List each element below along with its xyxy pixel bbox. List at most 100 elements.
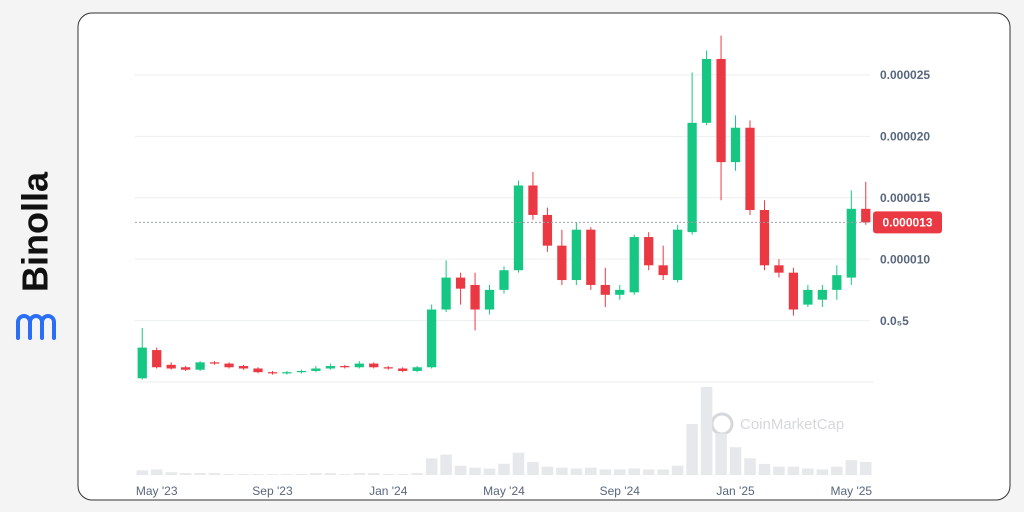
candle-body bbox=[542, 214, 553, 246]
candle-body bbox=[282, 372, 292, 374]
y-tick-label: 0.000025 bbox=[880, 68, 930, 82]
candle-body bbox=[730, 127, 741, 163]
logo-mark bbox=[16, 314, 56, 340]
volume-bar bbox=[339, 474, 351, 475]
candle-body bbox=[455, 277, 466, 289]
candle-body bbox=[195, 362, 205, 370]
volume-bar bbox=[831, 466, 843, 475]
volume-bar bbox=[353, 473, 366, 475]
volume-bar bbox=[165, 472, 177, 475]
candle-body bbox=[238, 366, 249, 369]
candle-body bbox=[253, 368, 263, 373]
candle-body bbox=[687, 122, 697, 233]
volume-bar bbox=[570, 468, 583, 475]
candle-body bbox=[600, 284, 610, 295]
volume-bar bbox=[179, 473, 192, 475]
volume-bar bbox=[556, 467, 568, 475]
volume-bar bbox=[642, 469, 655, 475]
x-tick-label: Sep '24 bbox=[600, 484, 641, 498]
volume-bar bbox=[859, 462, 872, 475]
volume-bar bbox=[295, 474, 308, 475]
candle-body bbox=[325, 366, 335, 369]
x-tick-label: Jan '25 bbox=[716, 484, 755, 498]
volume-bar bbox=[136, 470, 149, 475]
candle-body bbox=[166, 364, 176, 369]
volume-bar bbox=[310, 473, 322, 475]
candle-body bbox=[557, 245, 567, 281]
candle-body bbox=[817, 289, 827, 300]
candle-body bbox=[673, 229, 683, 281]
candle-body bbox=[803, 289, 813, 305]
volume-bar bbox=[541, 466, 554, 475]
volume-bar bbox=[498, 463, 510, 475]
volume-bar bbox=[440, 454, 452, 475]
volume-bar bbox=[396, 474, 409, 475]
candle-body bbox=[224, 363, 234, 368]
candle-body bbox=[354, 363, 364, 368]
volume-bar bbox=[657, 469, 669, 475]
volume-bar bbox=[599, 469, 612, 475]
chart-card bbox=[77, 12, 1011, 501]
volume-bar bbox=[367, 473, 380, 475]
candle-body bbox=[832, 275, 842, 290]
candle-body bbox=[267, 372, 278, 374]
volume-bar bbox=[454, 465, 467, 475]
candle-body bbox=[759, 210, 770, 266]
candle-body bbox=[209, 362, 220, 364]
volume-bar bbox=[744, 458, 756, 475]
candle-body bbox=[586, 229, 596, 285]
candle-body bbox=[499, 270, 509, 290]
current-price-badge bbox=[873, 211, 942, 234]
volume-bar bbox=[512, 452, 525, 475]
candle-body bbox=[658, 265, 668, 276]
volume-bar bbox=[686, 424, 698, 475]
candle-body bbox=[615, 289, 625, 295]
volume-bar bbox=[787, 466, 800, 475]
candle-body bbox=[427, 309, 437, 368]
volume-bar bbox=[237, 474, 250, 475]
x-tick-label: May '23 bbox=[136, 484, 178, 498]
volume-bar bbox=[425, 458, 438, 475]
candle-body bbox=[861, 208, 871, 223]
volume-bar bbox=[194, 473, 206, 475]
volume-bar bbox=[628, 468, 641, 475]
x-tick-label: Jan '24 bbox=[369, 484, 408, 498]
candle-body bbox=[340, 366, 350, 368]
candle-body bbox=[383, 367, 393, 369]
y-tick-label: 0.000020 bbox=[880, 130, 930, 144]
volume-bar bbox=[281, 474, 293, 475]
candle-body bbox=[311, 368, 321, 371]
candle-body bbox=[716, 58, 726, 163]
volume-bar bbox=[252, 474, 264, 475]
x-tick-label: Sep '23 bbox=[252, 484, 293, 498]
volume-bar bbox=[613, 469, 626, 475]
volume-bar bbox=[324, 473, 337, 475]
current-price-label: 0.000013 bbox=[882, 215, 932, 229]
candle-body bbox=[398, 368, 408, 371]
volume-bar bbox=[527, 462, 539, 475]
watermark-text: CoinMarketCap bbox=[740, 416, 844, 433]
volume-bar bbox=[845, 460, 858, 475]
candle-body bbox=[513, 185, 524, 271]
volume-bar bbox=[802, 468, 814, 475]
volume-bar bbox=[715, 433, 727, 475]
x-tick-label: May '25 bbox=[830, 484, 872, 498]
brand-name: Binolla bbox=[15, 171, 56, 292]
candle-body bbox=[484, 289, 495, 310]
candle-body bbox=[470, 284, 480, 310]
candle-body bbox=[181, 367, 191, 370]
volume-bar bbox=[382, 474, 395, 475]
candle-body bbox=[571, 229, 581, 281]
y-tick-label: 0.000010 bbox=[880, 252, 930, 266]
x-tick-label: May '24 bbox=[483, 484, 525, 498]
volume-bar bbox=[411, 473, 423, 475]
candle-body bbox=[629, 237, 639, 293]
candle-body bbox=[441, 277, 451, 310]
candle-body bbox=[774, 265, 784, 273]
candle-body bbox=[846, 208, 856, 278]
brand-logo bbox=[16, 314, 56, 340]
candle-body bbox=[296, 370, 307, 373]
volume-bar bbox=[208, 473, 221, 475]
volume-bar bbox=[585, 467, 597, 475]
